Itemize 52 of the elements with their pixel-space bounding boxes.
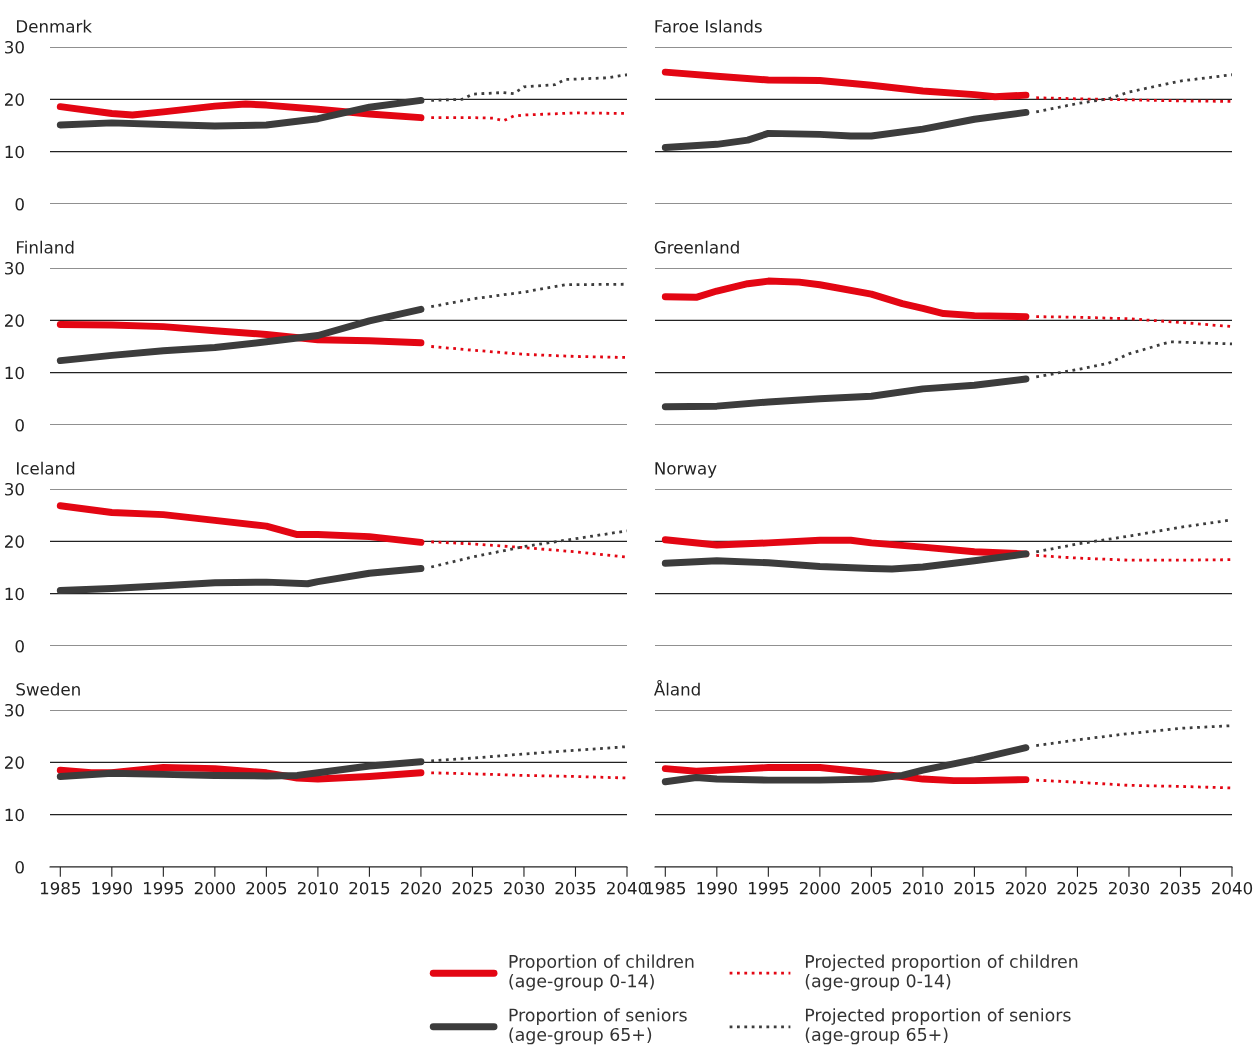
chart-title: Sweden: [16, 682, 80, 696]
y-tick-label: 0: [15, 639, 24, 653]
x-tick-label: 2015: [954, 881, 995, 895]
x-tick-label: 2030: [503, 881, 545, 895]
x-tick-label: 2015: [349, 881, 390, 895]
chart-title: Åland: [653, 679, 700, 696]
y-tick-label: 10: [5, 808, 24, 822]
x-tick-label: 1985: [40, 881, 81, 895]
legend-label: Projected proportion of children (age-group 0-14): [805, 954, 1078, 991]
x-tick-label: 2030: [1108, 881, 1150, 895]
y-tick-label: 30: [5, 482, 24, 496]
x-tick-label: 2040: [1212, 881, 1253, 895]
x-tick-label: 2035: [1160, 881, 1201, 895]
x-tick-label: 1985: [645, 881, 686, 895]
x-tick-label: 2005: [246, 881, 287, 895]
y-tick-label: 10: [5, 145, 24, 159]
x-tick-label: 2020: [400, 881, 442, 895]
x-tick-label: 2010: [297, 881, 338, 895]
legend-label: Proportion of seniors (age-group 65+): [509, 1008, 687, 1045]
x-tick-label: 2000: [194, 881, 235, 895]
y-tick-label: 20: [5, 93, 24, 106]
x-tick-label: 1990: [697, 881, 737, 895]
chart-title: Iceland: [17, 461, 75, 475]
chart-title: Denmark: [17, 19, 92, 33]
y-tick-label: 30: [5, 703, 24, 717]
chart-title: Faroe Islands: [655, 19, 762, 33]
x-tick-label: 2025: [1057, 881, 1098, 895]
y-tick-label: 0: [15, 418, 24, 432]
x-tick-label: 2000: [799, 881, 840, 895]
x-tick-label: 2025: [452, 881, 493, 895]
x-tick-label: 1995: [748, 881, 789, 895]
chart-title: Greenland: [654, 240, 739, 254]
legend-label: Proportion of children (age-group 0-14): [509, 954, 694, 991]
chart-title: Norway: [655, 462, 717, 478]
y-tick-label: 20: [5, 535, 24, 548]
x-tick-label: 1995: [143, 881, 184, 895]
x-tick-label: 1990: [92, 881, 132, 895]
y-tick-label: 0: [15, 860, 24, 874]
chart-title: Finland: [17, 240, 74, 254]
y-tick-label: 10: [5, 366, 24, 380]
y-tick-label: 0: [15, 197, 24, 211]
y-tick-label: 20: [5, 756, 24, 769]
x-tick-label: 2035: [555, 881, 596, 895]
y-tick-label: 20: [5, 314, 24, 327]
x-tick-label: 2005: [851, 881, 892, 895]
x-tick-label: 2010: [902, 881, 943, 895]
y-tick-label: 30: [5, 40, 24, 54]
legend-label: Projected proportion of seniors (age-group 65+): [805, 1008, 1071, 1045]
x-tick-label: 2040: [607, 881, 648, 895]
y-tick-label: 10: [5, 587, 24, 601]
x-tick-label: 2020: [1005, 881, 1047, 895]
y-tick-label: 30: [5, 261, 24, 275]
